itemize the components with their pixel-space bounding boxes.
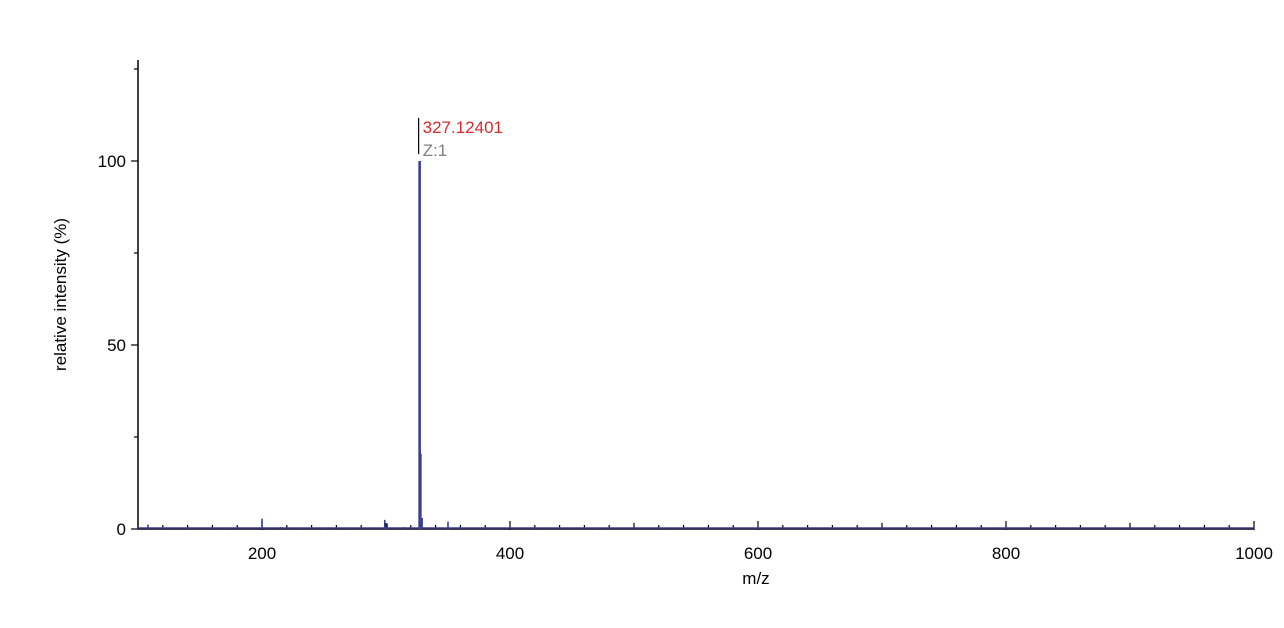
peak-mz-label: 327.12401: [423, 118, 503, 137]
y-tick-label: 0: [117, 520, 126, 539]
x-tick-label: 1000: [1235, 544, 1273, 563]
y-axis-title: relative intensity (%): [51, 218, 70, 371]
y-axis: 0 50 100: [98, 60, 139, 539]
x-tick-label: 600: [744, 544, 772, 563]
x-axis-title: m/z: [742, 569, 769, 588]
y-tick-label: 100: [98, 152, 126, 171]
x-tick-label: 400: [496, 544, 524, 563]
y-tick-label: 50: [107, 336, 126, 355]
spectrum-series: [138, 161, 1254, 529]
x-tick-label: 200: [248, 544, 276, 563]
peak-charge-label: Z:1: [423, 141, 448, 160]
x-tick-label: 800: [992, 544, 1020, 563]
peak-annotations: 327.12401 Z:1: [418, 118, 503, 160]
x-axis: 200 400 600 800 1000: [138, 521, 1273, 563]
